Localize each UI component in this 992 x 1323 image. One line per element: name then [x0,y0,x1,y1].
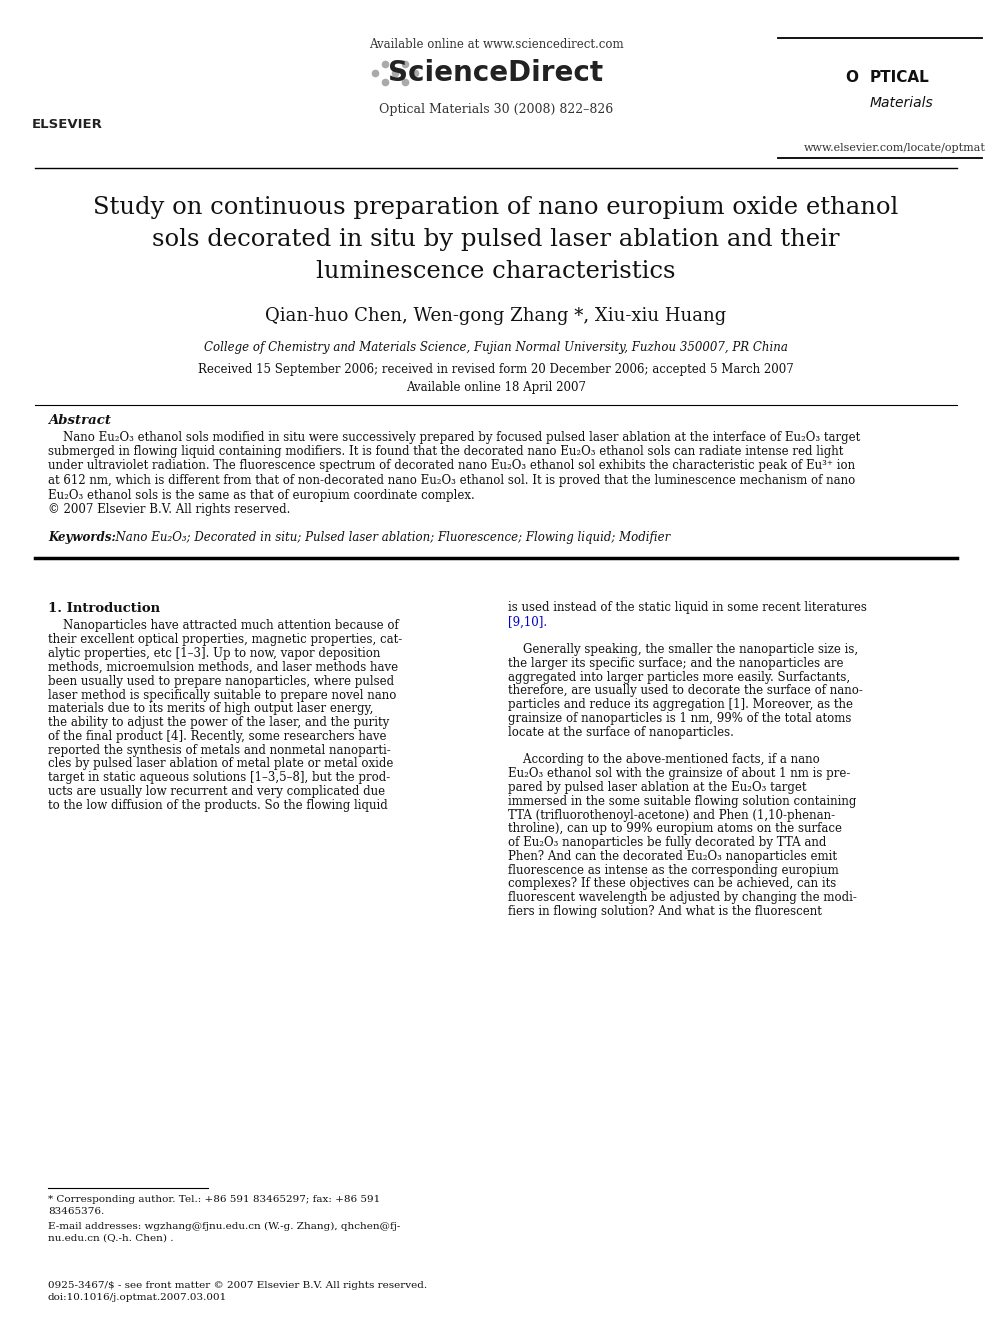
Text: 1. Introduction: 1. Introduction [48,602,160,614]
Text: immersed in the some suitable flowing solution containing: immersed in the some suitable flowing so… [508,795,856,808]
Text: locate at the surface of nanoparticles.: locate at the surface of nanoparticles. [508,726,734,738]
Text: at 612 nm, which is different from that of non-decorated nano Eu₂O₃ ethanol sol.: at 612 nm, which is different from that … [48,474,855,487]
Text: Available online 18 April 2007: Available online 18 April 2007 [406,381,586,394]
Text: grainsize of nanoparticles is 1 nm, 99% of the total atoms: grainsize of nanoparticles is 1 nm, 99% … [508,712,851,725]
Text: Received 15 September 2006; received in revised form 20 December 2006; accepted : Received 15 September 2006; received in … [198,364,794,377]
Text: Keywords:: Keywords: [48,531,116,544]
Text: © 2007 Elsevier B.V. All rights reserved.: © 2007 Elsevier B.V. All rights reserved… [48,503,291,516]
Text: of Eu₂O₃ nanoparticles be fully decorated by TTA and: of Eu₂O₃ nanoparticles be fully decorate… [508,836,826,849]
Text: ELSEVIER: ELSEVIER [32,119,102,131]
Text: under ultraviolet radiation. The fluorescence spectrum of decorated nano Eu₂O₃ e: under ultraviolet radiation. The fluores… [48,459,855,472]
Text: their excellent optical properties, magnetic properties, cat-: their excellent optical properties, magn… [48,634,402,647]
Text: [9,10].: [9,10]. [508,615,548,628]
Text: Nanoparticles have attracted much attention because of: Nanoparticles have attracted much attent… [48,619,399,632]
Text: materials due to its merits of high output laser energy,: materials due to its merits of high outp… [48,703,373,716]
Text: TTA (trifluorothenoyl-acetone) and Phen (1,10-phenan-: TTA (trifluorothenoyl-acetone) and Phen … [508,808,835,822]
Text: Generally speaking, the smaller the nanoparticle size is,: Generally speaking, the smaller the nano… [508,643,858,656]
Text: methods, microemulsion methods, and laser methods have: methods, microemulsion methods, and lase… [48,662,398,673]
Text: reported the synthesis of metals and nonmetal nanoparti-: reported the synthesis of metals and non… [48,744,391,757]
Text: is used instead of the static liquid in some recent literatures: is used instead of the static liquid in … [508,602,867,614]
Text: aggregated into larger particles more easily. Surfactants,: aggregated into larger particles more ea… [508,671,850,684]
Text: Qian-huo Chen, Wen-gong Zhang *, Xiu-xiu Huang: Qian-huo Chen, Wen-gong Zhang *, Xiu-xiu… [266,307,726,325]
Text: 83465376.: 83465376. [48,1208,104,1217]
Text: Abstract: Abstract [48,414,111,426]
Text: pared by pulsed laser ablation at the Eu₂O₃ target: pared by pulsed laser ablation at the Eu… [508,781,806,794]
Text: fluorescent wavelength be adjusted by changing the modi-: fluorescent wavelength be adjusted by ch… [508,892,857,905]
Text: fluorescence as intense as the corresponding europium: fluorescence as intense as the correspon… [508,864,839,877]
Text: ucts are usually low recurrent and very complicated due: ucts are usually low recurrent and very … [48,785,385,798]
Text: E-mail addresses: wgzhang@fjnu.edu.cn (W.-g. Zhang), qhchen@fj-: E-mail addresses: wgzhang@fjnu.edu.cn (W… [48,1221,401,1230]
Text: throline), can up to 99% europium atoms on the surface: throline), can up to 99% europium atoms … [508,823,842,835]
Text: submerged in flowing liquid containing modifiers. It is found that the decorated: submerged in flowing liquid containing m… [48,445,843,458]
Text: been usually used to prepare nanoparticles, where pulsed: been usually used to prepare nanoparticl… [48,675,394,688]
Text: fiers in flowing solution? And what is the fluorescent: fiers in flowing solution? And what is t… [508,905,822,918]
Text: of the final product [4]. Recently, some researchers have: of the final product [4]. Recently, some… [48,730,387,744]
Text: Eu₂O₃ ethanol sols is the same as that of europium coordinate complex.: Eu₂O₃ ethanol sols is the same as that o… [48,488,475,501]
Text: College of Chemistry and Materials Science, Fujian Normal University, Fuzhou 350: College of Chemistry and Materials Scien… [204,340,788,353]
Text: PTICAL: PTICAL [870,70,930,86]
Text: cles by pulsed laser ablation of metal plate or metal oxide: cles by pulsed laser ablation of metal p… [48,758,394,770]
Text: Phen? And can the decorated Eu₂O₃ nanoparticles emit: Phen? And can the decorated Eu₂O₃ nanopa… [508,849,837,863]
Text: * Corresponding author. Tel.: +86 591 83465297; fax: +86 591: * Corresponding author. Tel.: +86 591 83… [48,1196,380,1204]
Text: According to the above-mentioned facts, if a nano: According to the above-mentioned facts, … [508,753,819,766]
Text: Materials: Materials [870,97,933,110]
Text: Eu₂O₃ ethanol sol with the grainsize of about 1 nm is pre-: Eu₂O₃ ethanol sol with the grainsize of … [508,767,850,781]
Text: Available online at www.sciencedirect.com: Available online at www.sciencedirect.co… [369,38,623,52]
Text: nu.edu.cn (Q.-h. Chen) .: nu.edu.cn (Q.-h. Chen) . [48,1233,174,1242]
Text: laser method is specifically suitable to prepare novel nano: laser method is specifically suitable to… [48,688,397,701]
Text: Optical Materials 30 (2008) 822–826: Optical Materials 30 (2008) 822–826 [379,103,613,116]
Text: Nano Eu₂O₃ ethanol sols modified in situ were successively prepared by focused p: Nano Eu₂O₃ ethanol sols modified in situ… [48,430,860,443]
Text: alytic properties, etc [1–3]. Up to now, vapor deposition: alytic properties, etc [1–3]. Up to now,… [48,647,380,660]
Text: www.elsevier.com/locate/optmat: www.elsevier.com/locate/optmat [805,143,986,153]
Text: to the low diffusion of the products. So the flowing liquid: to the low diffusion of the products. So… [48,799,388,812]
Text: ScienceDirect: ScienceDirect [389,60,603,87]
Text: 0925-3467/$ - see front matter © 2007 Elsevier B.V. All rights reserved.: 0925-3467/$ - see front matter © 2007 El… [48,1281,428,1290]
Text: Study on continuous preparation of nano europium oxide ethanol
sols decorated in: Study on continuous preparation of nano … [93,196,899,283]
Text: Nano Eu₂O₃; Decorated in situ; Pulsed laser ablation; Fluorescence; Flowing liqu: Nano Eu₂O₃; Decorated in situ; Pulsed la… [108,531,671,544]
Text: doi:10.1016/j.optmat.2007.03.001: doi:10.1016/j.optmat.2007.03.001 [48,1293,227,1302]
Text: complexes? If these objectives can be achieved, can its: complexes? If these objectives can be ac… [508,877,836,890]
Text: target in static aqueous solutions [1–3,5–8], but the prod-: target in static aqueous solutions [1–3,… [48,771,390,785]
Text: particles and reduce its aggregation [1]. Moreover, as the: particles and reduce its aggregation [1]… [508,699,853,710]
Text: the ability to adjust the power of the laser, and the purity: the ability to adjust the power of the l… [48,716,389,729]
Text: the larger its specific surface; and the nanoparticles are: the larger its specific surface; and the… [508,656,843,669]
Text: O: O [845,70,858,86]
Text: therefore, are usually used to decorate the surface of nano-: therefore, are usually used to decorate … [508,684,863,697]
